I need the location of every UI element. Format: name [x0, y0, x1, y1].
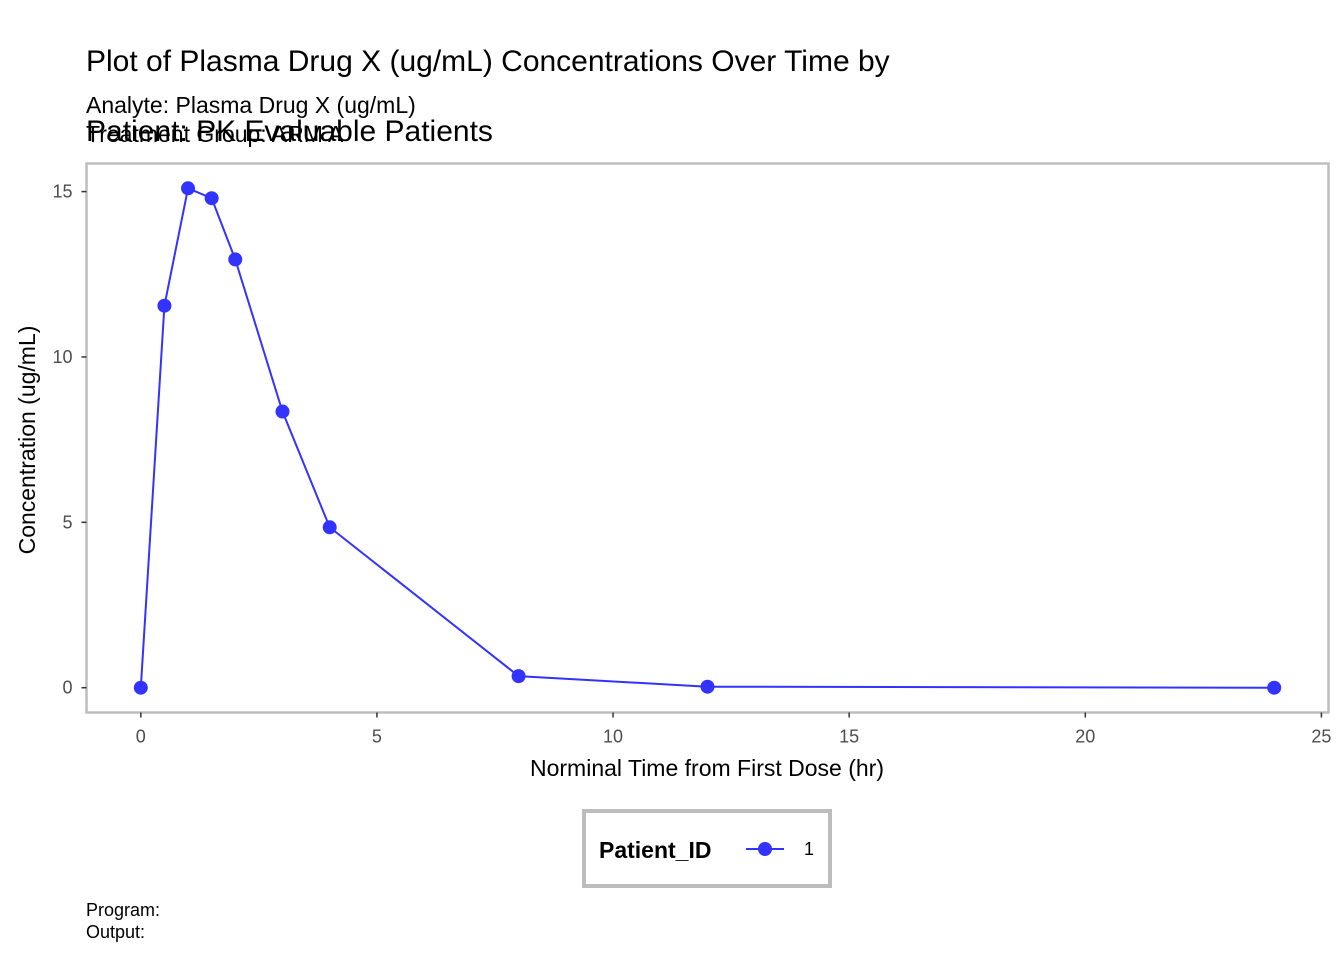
x-tick-label: 5	[372, 727, 382, 747]
data-point	[700, 679, 715, 694]
legend-key-label: 1	[804, 839, 814, 859]
data-point	[228, 252, 243, 267]
y-axis: 0 5 10 15	[52, 182, 87, 698]
legend: Patient_ID 1	[582, 809, 832, 888]
x-tick-label: 20	[1075, 727, 1095, 747]
x-tick-label: 0	[136, 727, 146, 747]
data-point	[181, 181, 196, 196]
x-tick-label: 15	[839, 727, 859, 747]
legend-title: Patient_ID	[599, 837, 711, 863]
legend-keys: 1	[746, 839, 814, 859]
chart-subtitle-line-1: Analyte: Plasma Drug X (ug/mL)	[86, 92, 416, 118]
data-point	[275, 404, 290, 419]
footer: Program: Output:	[86, 899, 160, 943]
y-tick-label: 10	[52, 347, 72, 367]
series-line	[139, 186, 1275, 689]
x-tick-label: 25	[1311, 727, 1331, 747]
chart-subtitle-line-2: Treatment Group: ARM A	[86, 121, 344, 147]
chart-subtitle: Analyte: Plasma Drug X (ug/mL) Treatment…	[86, 91, 416, 149]
footer-output: Output:	[86, 922, 146, 942]
legend-key-point	[758, 842, 772, 856]
chart-title: Plot of Plasma Drug X (ug/mL) Concentrat…	[86, 9, 890, 184]
data-point	[133, 680, 148, 695]
series-points	[133, 181, 1282, 695]
y-tick-label: 5	[62, 512, 72, 532]
data-point	[511, 669, 526, 684]
y-tick-label: 0	[62, 678, 72, 698]
y-axis-title: Concentration (ug/mL)	[14, 326, 40, 555]
footer-program: Program:	[86, 900, 161, 920]
x-tick-label: 10	[603, 727, 623, 747]
data-point	[157, 298, 172, 313]
y-tick-label: 15	[52, 182, 72, 202]
x-axis: 0 5 10 15 20 25	[136, 712, 1331, 747]
plot-panel-border	[85, 162, 1330, 714]
legend-box	[582, 809, 832, 888]
series-lines	[139, 186, 1275, 689]
chart-title-line-2: Patient: PK Evaluable Patients	[86, 115, 493, 148]
chart-title-line-1: Plot of Plasma Drug X (ug/mL) Concentrat…	[86, 45, 890, 78]
data-point	[204, 191, 219, 206]
x-axis-title: Norminal Time from First Dose (hr)	[530, 755, 884, 781]
data-point	[322, 520, 337, 535]
data-point	[1267, 680, 1282, 695]
